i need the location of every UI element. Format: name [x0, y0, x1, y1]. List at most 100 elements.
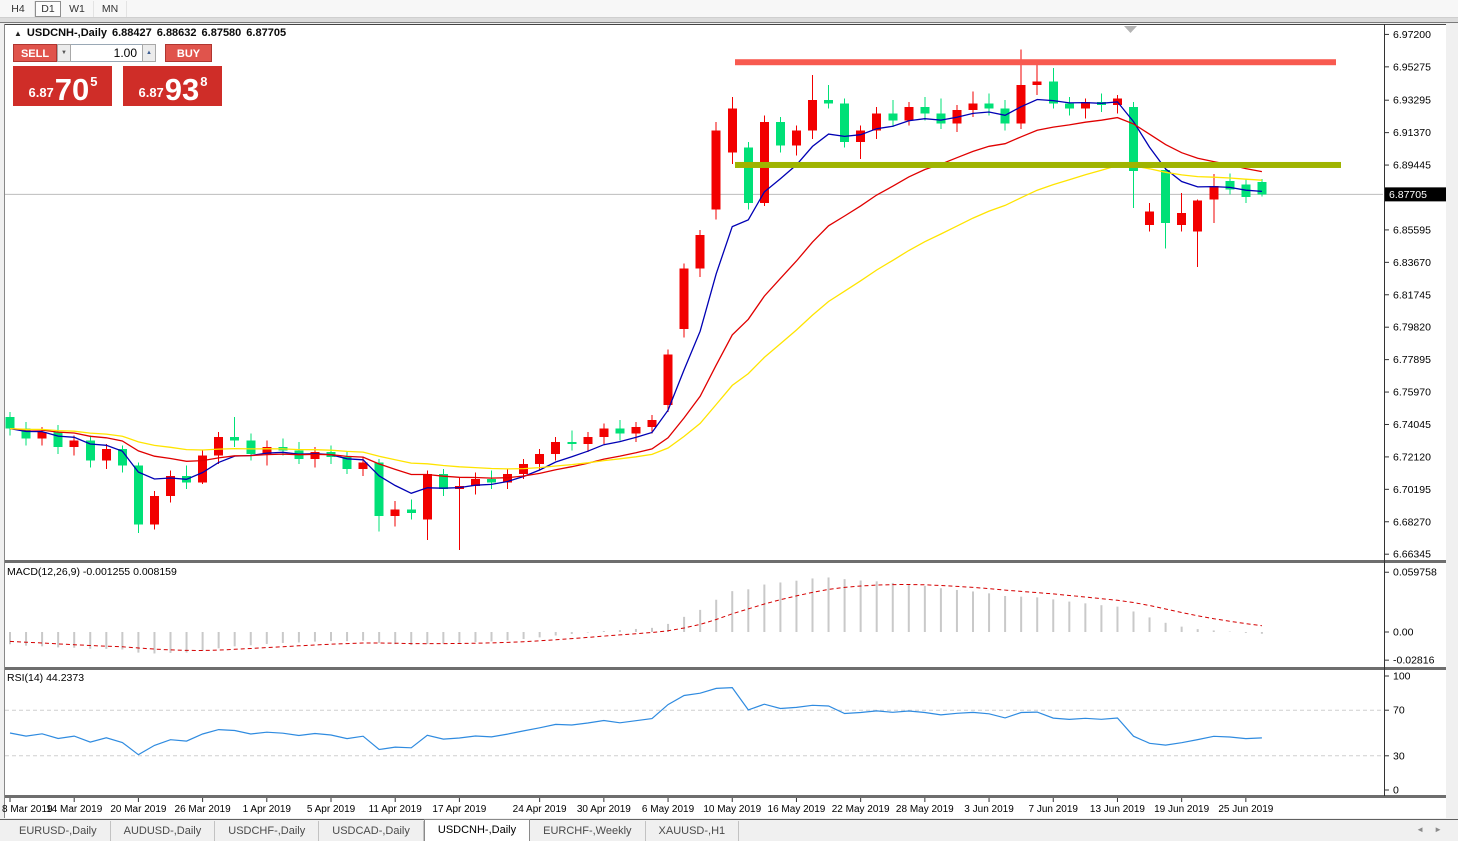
chart-frame: [4, 24, 1446, 818]
svg-text:70: 70: [1393, 705, 1405, 717]
svg-text:6.91370: 6.91370: [1393, 127, 1431, 139]
svg-text:22 May 2019: 22 May 2019: [832, 804, 890, 815]
resistance-line[interactable]: [735, 59, 1336, 66]
svg-text:17 Apr 2019: 17 Apr 2019: [432, 804, 486, 815]
sell-price-prefix: 6.87: [28, 85, 54, 100]
svg-text:6 May 2019: 6 May 2019: [642, 804, 695, 815]
buy-price-prefix: 6.87: [138, 85, 164, 100]
one-click-trading-panel: SELL ▼ ▲ BUY 6.87 70 5 6.87 93 8: [13, 44, 222, 106]
price-axis[interactable]: 6.97200 6.95275 6.93295 6.91370 6.89445 6.855…: [1384, 24, 1446, 797]
svg-text:6.66345: 6.66345: [1393, 549, 1431, 561]
svg-text:6.97200: 6.97200: [1393, 29, 1431, 41]
svg-text:20 Mar 2019: 20 Mar 2019: [110, 804, 167, 815]
svg-text:0: 0: [1393, 785, 1399, 797]
svg-text:6.72120: 6.72120: [1393, 451, 1431, 463]
svg-text:28 May 2019: 28 May 2019: [896, 804, 954, 815]
timeframe-button-mn[interactable]: MN: [94, 0, 127, 17]
tab-scroll-arrows: ◄►: [1416, 825, 1452, 834]
svg-text:6.68270: 6.68270: [1393, 516, 1431, 528]
chart-tab-eurusd-daily[interactable]: EURUSD-,Daily: [6, 821, 111, 841]
ma-slow-ema: [9, 164, 1262, 470]
chart-symbol-label: USDCNH-,Daily: [26, 27, 107, 39]
chart-tab-usdcnh-daily[interactable]: USDCNH-,Daily: [423, 819, 531, 841]
svg-text:6.95275: 6.95275: [1393, 61, 1431, 73]
svg-text:6.81745: 6.81745: [1393, 289, 1431, 301]
chart-tab-audusd-daily[interactable]: AUDUSD-,Daily: [111, 821, 216, 841]
svg-text:19 Jun 2019: 19 Jun 2019: [1154, 804, 1209, 815]
macd-signal-line: [9, 583, 1262, 652]
chart-shift-marker-icon: [1124, 26, 1137, 33]
current-price-tag: [1385, 187, 1446, 202]
svg-text:10 May 2019: 10 May 2019: [703, 804, 761, 815]
svg-text:6.77895: 6.77895: [1393, 354, 1431, 366]
svg-text:26 Mar 2019: 26 Mar 2019: [175, 804, 232, 815]
svg-text:25 Jun 2019: 25 Jun 2019: [1218, 804, 1273, 815]
tab-scroll-left-icon[interactable]: ◄: [1416, 825, 1435, 834]
volume-increase-button[interactable]: ▲: [142, 44, 156, 62]
spin-up-icon: ▲: [146, 50, 152, 56]
svg-text:6.75970: 6.75970: [1393, 387, 1431, 399]
svg-text:6.70195: 6.70195: [1393, 484, 1431, 496]
timeframe-button-d1[interactable]: D1: [35, 0, 61, 17]
svg-text:13 Jun 2019: 13 Jun 2019: [1090, 804, 1145, 815]
svg-text:30 Apr 2019: 30 Apr 2019: [577, 804, 631, 815]
ohlc-close-value: 6.87705: [246, 27, 287, 39]
rsi-pane: [5, 686, 1383, 757]
svg-text:-0.02816: -0.02816: [1393, 655, 1435, 667]
window-top-strip: [0, 18, 1458, 23]
volume-input[interactable]: [71, 44, 142, 62]
chart-tab-eurchf-weekly[interactable]: EURCHF-,Weekly: [530, 821, 646, 841]
svg-text:3 Jun 2019: 3 Jun 2019: [964, 804, 1014, 815]
sell-price-panel[interactable]: 6.87 70 5: [13, 66, 112, 106]
svg-text:16 May 2019: 16 May 2019: [768, 804, 826, 815]
svg-text:11 Apr 2019: 11 Apr 2019: [369, 804, 423, 815]
svg-text:8 Mar 2019: 8 Mar 2019: [2, 804, 53, 815]
svg-text:6.79820: 6.79820: [1393, 322, 1431, 334]
chart-canvas[interactable]: 6.97200 6.95275 6.93295 6.91370 6.89445 6.855…: [0, 0, 1458, 819]
svg-text:1 Apr 2019: 1 Apr 2019: [243, 804, 292, 815]
chart-tab-usdchf-daily[interactable]: USDCHF-,Daily: [215, 821, 320, 841]
svg-text:6.89445: 6.89445: [1393, 160, 1431, 172]
ohlc-low-value: 6.87580: [201, 27, 242, 39]
chart-tab-usdcad-daily[interactable]: USDCAD-,Daily: [319, 821, 424, 841]
sell-button[interactable]: SELL: [13, 44, 57, 62]
buy-button[interactable]: BUY: [165, 44, 212, 62]
tab-scroll-right-icon[interactable]: ►: [1434, 825, 1452, 834]
ma-medium-ema: [9, 116, 1263, 479]
macd-pane: [9, 577, 1263, 654]
collapse-panel-icon[interactable]: ▲: [14, 29, 22, 38]
svg-text:7 Jun 2019: 7 Jun 2019: [1029, 804, 1079, 815]
timeframe-toolbar: H4 D1 W1 MN: [0, 0, 1458, 18]
svg-text:0.00: 0.00: [1393, 627, 1414, 639]
buy-price-sup: 8: [200, 74, 208, 89]
svg-text:100: 100: [1393, 671, 1411, 683]
svg-text:24 Apr 2019: 24 Apr 2019: [513, 804, 567, 815]
svg-text:14 Mar 2019: 14 Mar 2019: [46, 804, 103, 815]
volume-decrease-button[interactable]: ▼: [57, 44, 71, 62]
rsi-line: [9, 686, 1262, 756]
chart-title: ▲ USDCNH-,Daily 6.88427 6.88632 6.87580 6.877…: [14, 27, 286, 39]
support-line[interactable]: [735, 161, 1341, 168]
svg-text:6.74045: 6.74045: [1393, 419, 1431, 431]
rsi-indicator-label: RSI(14) 44.2373: [7, 672, 85, 684]
buy-price-panel[interactable]: 6.87 93 8: [123, 66, 222, 106]
svg-text:6.87705: 6.87705: [1389, 189, 1427, 201]
svg-text:6.83670: 6.83670: [1393, 257, 1431, 269]
macd-indicator-label: MACD(12,26,9) -0.001255 0.008159: [7, 566, 177, 578]
ohlc-open-value: 6.88427: [112, 27, 152, 39]
sell-price-sup: 5: [90, 74, 98, 89]
timeframe-button-w1[interactable]: W1: [61, 0, 94, 17]
chart-tab-xauusd-h1[interactable]: XAUUSD-,H1: [646, 821, 740, 841]
sell-price-big: 70: [54, 72, 90, 107]
svg-text:0.059758: 0.059758: [1393, 567, 1437, 579]
svg-text:5 Apr 2019: 5 Apr 2019: [307, 804, 356, 815]
ma-fast-ema: [9, 98, 1262, 495]
timeframe-button-h4[interactable]: H4: [2, 0, 35, 17]
buy-price-big: 93: [164, 72, 200, 107]
svg-text:6.93295: 6.93295: [1393, 95, 1431, 107]
svg-text:6.85595: 6.85595: [1393, 224, 1431, 236]
chart-tab-bar: EURUSD-,Daily AUDUSD-,Daily USDCHF-,Daily U…: [0, 819, 1458, 841]
ohlc-high-value: 6.88632: [156, 27, 197, 39]
